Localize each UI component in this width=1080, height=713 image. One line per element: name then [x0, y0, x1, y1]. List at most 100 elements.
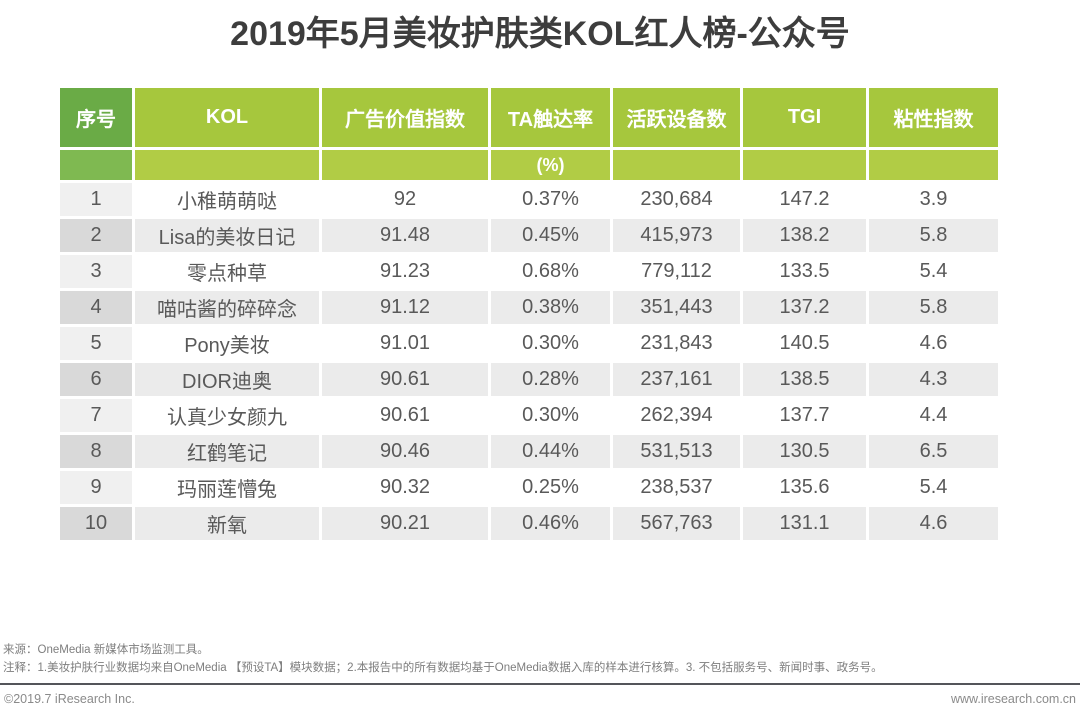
kol-name-cell: 玛丽莲懵兔	[135, 471, 319, 504]
active-devices-cell: 531,513	[613, 435, 740, 468]
stickiness-index-cell: 5.8	[869, 291, 998, 324]
ta-reach-rate-cell: 0.30%	[491, 327, 610, 360]
tgi-cell: 140.5	[743, 327, 866, 360]
bottom-bar: ©2019.7 iResearch Inc. www.iresearch.com…	[0, 683, 1080, 713]
ad-value-index-cell: 90.46	[322, 435, 488, 468]
table-row: 3 零点种草 91.23 0.68% 779,112 133.5 5.4	[60, 255, 998, 288]
rank-cell: 6	[60, 363, 132, 396]
active-devices-cell: 230,684	[613, 183, 740, 216]
active-devices-cell: 237,161	[613, 363, 740, 396]
table-row: 10 新氧 90.21 0.46% 567,763 131.1 4.6	[60, 507, 998, 540]
stickiness-index-cell: 3.9	[869, 183, 998, 216]
rank-cell: 1	[60, 183, 132, 216]
col-header-tgi: TGI	[743, 88, 866, 147]
tgi-cell: 135.6	[743, 471, 866, 504]
active-devices-cell: 415,973	[613, 219, 740, 252]
ad-value-index-cell: 90.21	[322, 507, 488, 540]
ad-value-index-cell: 90.32	[322, 471, 488, 504]
stickiness-index-cell: 4.4	[869, 399, 998, 432]
active-devices-cell: 238,537	[613, 471, 740, 504]
table-row: 4 喵咕酱的碎碎念 91.12 0.38% 351,443 137.2 5.8	[60, 291, 998, 324]
col-header-active-devices: 活跃设备数	[613, 88, 740, 147]
ta-reach-rate-cell: 0.45%	[491, 219, 610, 252]
subheader-row: (%)	[60, 150, 998, 180]
col-subheader-kol	[135, 150, 319, 180]
tgi-cell: 130.5	[743, 435, 866, 468]
rank-cell: 7	[60, 399, 132, 432]
ta-reach-rate-cell: 0.25%	[491, 471, 610, 504]
col-header-ta-reach-rate: TA触达率	[491, 88, 610, 147]
active-devices-cell: 351,443	[613, 291, 740, 324]
table-row: 1 小稚萌萌哒 92 0.37% 230,684 147.2 3.9	[60, 183, 998, 216]
ta-reach-rate-cell: 0.46%	[491, 507, 610, 540]
stickiness-index-cell: 6.5	[869, 435, 998, 468]
active-devices-cell: 567,763	[613, 507, 740, 540]
kol-name-cell: 零点种草	[135, 255, 319, 288]
col-header-rank: 序号	[60, 88, 132, 147]
kol-name-cell: 新氧	[135, 507, 319, 540]
ad-value-index-cell: 91.12	[322, 291, 488, 324]
rank-cell: 3	[60, 255, 132, 288]
ta-reach-rate-cell: 0.37%	[491, 183, 610, 216]
tgi-cell: 133.5	[743, 255, 866, 288]
ad-value-index-cell: 92	[322, 183, 488, 216]
table-row: 5 Pony美妆 91.01 0.30% 231,843 140.5 4.6	[60, 327, 998, 360]
ad-value-index-cell: 91.01	[322, 327, 488, 360]
rank-cell: 8	[60, 435, 132, 468]
header-row: 序号 KOL 广告价值指数 TA触达率 活跃设备数 TGI 粘性指数	[60, 88, 998, 147]
col-header-kol: KOL	[135, 88, 319, 147]
kol-ranking-table: 序号 KOL 广告价值指数 TA触达率 活跃设备数 TGI 粘性指数 (%) 1…	[57, 85, 1001, 543]
ad-value-index-cell: 91.23	[322, 255, 488, 288]
stickiness-index-cell: 4.6	[869, 327, 998, 360]
kol-name-cell: 红鹤笔记	[135, 435, 319, 468]
stickiness-index-cell: 5.4	[869, 255, 998, 288]
tgi-cell: 147.2	[743, 183, 866, 216]
rank-cell: 10	[60, 507, 132, 540]
stickiness-index-cell: 5.4	[869, 471, 998, 504]
tgi-cell: 137.2	[743, 291, 866, 324]
page-title: 2019年5月美妆护肤类KOL红人榜-公众号	[230, 15, 850, 53]
ad-value-index-cell: 90.61	[322, 399, 488, 432]
footnotes: 来源：OneMedia 新媒体市场监测工具。 注释：1.美妆护肤行业数据均来自O…	[3, 641, 883, 677]
kol-name-cell: 认真少女颜九	[135, 399, 319, 432]
kol-name-cell: Pony美妆	[135, 327, 319, 360]
col-header-ad-value-index: 广告价值指数	[322, 88, 488, 147]
table-row: 6 DIOR迪奥 90.61 0.28% 237,161 138.5 4.3	[60, 363, 998, 396]
active-devices-cell: 779,112	[613, 255, 740, 288]
annotation-note: 注释：1.美妆护肤行业数据均来自OneMedia 【预设TA】模块数据；2.本报…	[3, 662, 883, 674]
source-note: 来源：OneMedia 新媒体市场监测工具。	[3, 644, 209, 656]
table-row: 7 认真少女颜九 90.61 0.30% 262,394 137.7 4.4	[60, 399, 998, 432]
col-subheader-rank	[60, 150, 132, 180]
kol-name-cell: Lisa的美妆日记	[135, 219, 319, 252]
tgi-cell: 138.2	[743, 219, 866, 252]
kol-name-cell: 喵咕酱的碎碎念	[135, 291, 319, 324]
stickiness-index-cell: 5.8	[869, 219, 998, 252]
rank-cell: 5	[60, 327, 132, 360]
ta-reach-rate-cell: 0.38%	[491, 291, 610, 324]
table-row: 8 红鹤笔记 90.46 0.44% 531,513 130.5 6.5	[60, 435, 998, 468]
active-devices-cell: 231,843	[613, 327, 740, 360]
website-text: www.iresearch.com.cn	[950, 692, 1076, 706]
col-subheader-active-devices	[613, 150, 740, 180]
rank-cell: 9	[60, 471, 132, 504]
kol-name-cell: 小稚萌萌哒	[135, 183, 319, 216]
kol-table-body: 1 小稚萌萌哒 92 0.37% 230,684 147.2 3.9 2 Lis…	[60, 183, 998, 540]
stickiness-index-cell: 4.6	[869, 507, 998, 540]
ta-reach-rate-cell: 0.30%	[491, 399, 610, 432]
ta-reach-rate-cell: 0.68%	[491, 255, 610, 288]
ta-reach-rate-cell: 0.28%	[491, 363, 610, 396]
col-subheader-ta-reach-rate-percent: (%)	[491, 150, 610, 180]
table-row: 9 玛丽莲懵兔 90.32 0.25% 238,537 135.6 5.4	[60, 471, 998, 504]
rank-cell: 2	[60, 219, 132, 252]
tgi-cell: 138.5	[743, 363, 866, 396]
table-header: 序号 KOL 广告价值指数 TA触达率 活跃设备数 TGI 粘性指数 (%)	[60, 88, 998, 180]
col-subheader-stickiness-index	[869, 150, 998, 180]
tgi-cell: 137.7	[743, 399, 866, 432]
table-row: 2 Lisa的美妆日记 91.48 0.45% 415,973 138.2 5.…	[60, 219, 998, 252]
kol-name-cell: DIOR迪奥	[135, 363, 319, 396]
stickiness-index-cell: 4.3	[869, 363, 998, 396]
col-header-stickiness-index: 粘性指数	[869, 88, 998, 147]
ta-reach-rate-cell: 0.44%	[491, 435, 610, 468]
ad-value-index-cell: 91.48	[322, 219, 488, 252]
col-subheader-ad-value-index	[322, 150, 488, 180]
